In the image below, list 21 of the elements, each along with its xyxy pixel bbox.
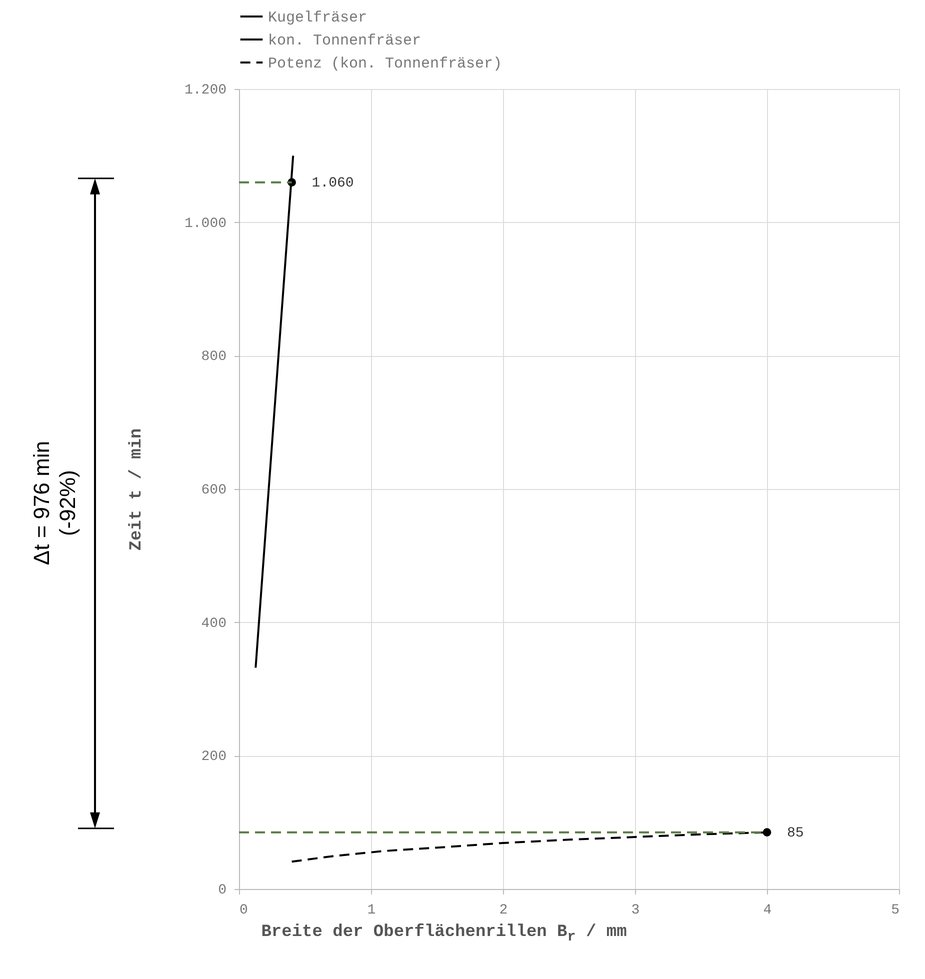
y-tick-label: 800 xyxy=(201,349,226,366)
x-tick-label: 5 xyxy=(891,902,900,918)
x-axis-title: Breite der Oberflächenrillen B$_{r}$ / mm xyxy=(261,923,627,946)
text: Δt = 976 min (-92%) xyxy=(29,440,81,568)
legend-label: kon. Tonnenfräser xyxy=(268,32,422,50)
x-tick-label: 3 xyxy=(631,902,640,918)
x-tick-label: 2 xyxy=(499,902,508,918)
data-label: 85 xyxy=(787,825,804,842)
y-tick-label: 0 xyxy=(218,882,226,898)
data-label: 1.060 xyxy=(312,175,354,192)
y-axis-title: Zeit t / min xyxy=(127,428,146,551)
y-tick-label: 1.200 xyxy=(184,82,226,98)
y-tick-label: 400 xyxy=(201,616,226,632)
x-tick-label: 4 xyxy=(763,902,772,918)
x-tick-label: 0 xyxy=(240,902,248,918)
legend-label: Potenz (kon. Tonnenfräser) xyxy=(268,56,502,72)
y-tick-label: 200 xyxy=(201,749,226,766)
y-tick-label: 1.000 xyxy=(184,216,226,232)
y-tick-label: 600 xyxy=(201,482,226,498)
legend-label: Kugelfräser xyxy=(268,10,368,26)
x-tick-label: 1 xyxy=(367,902,376,918)
